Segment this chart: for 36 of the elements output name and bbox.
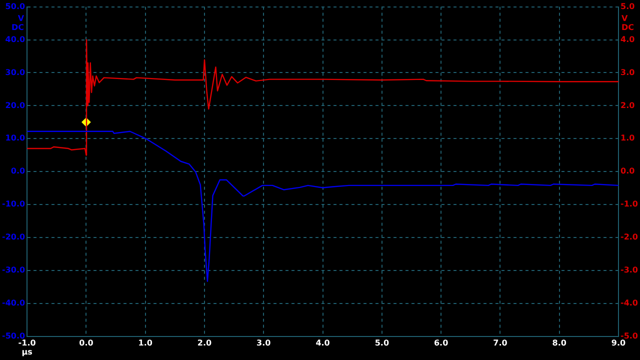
y-tick-label: 10.0 (5, 134, 26, 143)
y2-tick-label: 2.0 (620, 100, 636, 110)
x-tick-label: 4.0 (316, 338, 330, 348)
x-tick-label: 6.0 (434, 338, 449, 348)
x-tick-label: 5.0 (374, 338, 390, 348)
y-tick-label: -20.0 (2, 232, 26, 242)
y2-tick-label: 5.0 (620, 2, 636, 11)
y-tick-label: 20.0 (5, 100, 26, 110)
y-tick-label: -10.0 (2, 200, 26, 209)
y2-axis-title: V DC (622, 14, 634, 32)
y-tick-label: 50.0 (5, 2, 26, 11)
y2-tick-label: 4.0 (620, 34, 636, 44)
x-tick-label: 0.0 (79, 338, 94, 348)
y-tick-label: -40.0 (2, 298, 26, 308)
y2-tick-label: 0.0 (620, 166, 636, 176)
y2-tick-label: -2.0 (620, 232, 638, 242)
y-tick-label: -50.0 (2, 331, 26, 340)
y-tick-label: -30.0 (2, 266, 26, 275)
y-axis-title: V DC (12, 14, 25, 32)
x-axis-title: µs (22, 347, 33, 356)
x-tick-label: 9.0 (611, 338, 626, 348)
x-tick-label: 8.0 (552, 338, 567, 348)
y-tick-label: 0.0 (10, 166, 26, 176)
x-tick-label: 1.0 (138, 338, 153, 348)
x-tick-label: -1.0 (18, 338, 36, 348)
y2-tick-label: 3.0 (620, 68, 636, 77)
y2-tick-label: -3.0 (620, 266, 638, 275)
y-tick-label: 40.0 (5, 34, 26, 44)
y2-tick-label: -4.0 (620, 298, 638, 308)
y-tick-label: 30.0 (5, 68, 26, 77)
x-tick-label: 7.0 (493, 338, 508, 348)
x-tick-label: 2.0 (197, 338, 212, 348)
y2-tick-label: -1.0 (620, 200, 638, 209)
y2-tick-label: 1.0 (620, 134, 636, 143)
y2-tick-label: -5.0 (620, 331, 638, 340)
x-tick-label: 3.0 (256, 338, 272, 348)
